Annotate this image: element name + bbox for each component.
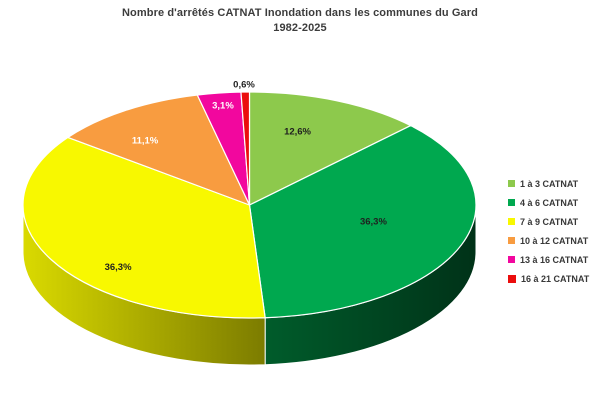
pie-slice-1 <box>248 125 477 319</box>
pie-slice-3 <box>67 94 251 206</box>
legend-label: 10 à 12 CATNAT <box>520 235 589 246</box>
legend-item-2: 7 à 9 CATNAT <box>508 212 589 231</box>
legend-label: 1 à 3 CATNAT <box>520 178 579 189</box>
legend-label: 4 à 6 CATNAT <box>520 197 579 208</box>
chart-legend: 1 à 3 CATNAT 4 à 6 CATNAT 7 à 9 CATNAT 10 à… <box>508 174 589 288</box>
legend-label: 13 à 16 CATNAT <box>520 254 589 265</box>
legend-item-4: 13 à 16 CATNAT <box>508 250 589 269</box>
slice-label-3: 11,1% <box>132 135 159 146</box>
pie-slice-5 <box>240 91 251 206</box>
pie-slice-2 <box>22 136 266 319</box>
legend-swatch-icon <box>508 180 515 187</box>
slice-label-4: 3,1% <box>212 101 234 112</box>
chart-title-line1: Nombre d'arrêtés CATNAT Inondation dans … <box>122 7 478 19</box>
legend-item-5: 16 à 21 CATNAT <box>508 269 589 288</box>
slice-label-2: 36,3% <box>105 262 132 273</box>
legend-item-3: 10 à 12 CATNAT <box>508 231 589 250</box>
legend-swatch-icon <box>508 218 515 225</box>
slice-label-0: 12,6% <box>284 127 311 138</box>
legend-swatch-icon <box>508 199 515 206</box>
legend-item-0: 1 à 3 CATNAT <box>508 174 589 193</box>
chart-title: Nombre d'arrêtés CATNAT Inondation dans … <box>3 6 597 36</box>
chart-title-line2: 1982-2025 <box>273 22 327 34</box>
legend-item-1: 4 à 6 CATNAT <box>508 193 589 212</box>
slice-label-5: 0,6% <box>233 80 255 91</box>
pie-slice-0 <box>248 91 412 206</box>
legend-swatch-icon <box>508 237 515 244</box>
legend-label: 7 à 9 CATNAT <box>520 216 579 227</box>
legend-swatch-icon <box>508 274 516 283</box>
legend-label: 16 à 21 CATNAT <box>521 273 590 284</box>
slice-label-1: 36,3% <box>360 217 387 228</box>
legend-swatch-icon <box>508 256 515 263</box>
